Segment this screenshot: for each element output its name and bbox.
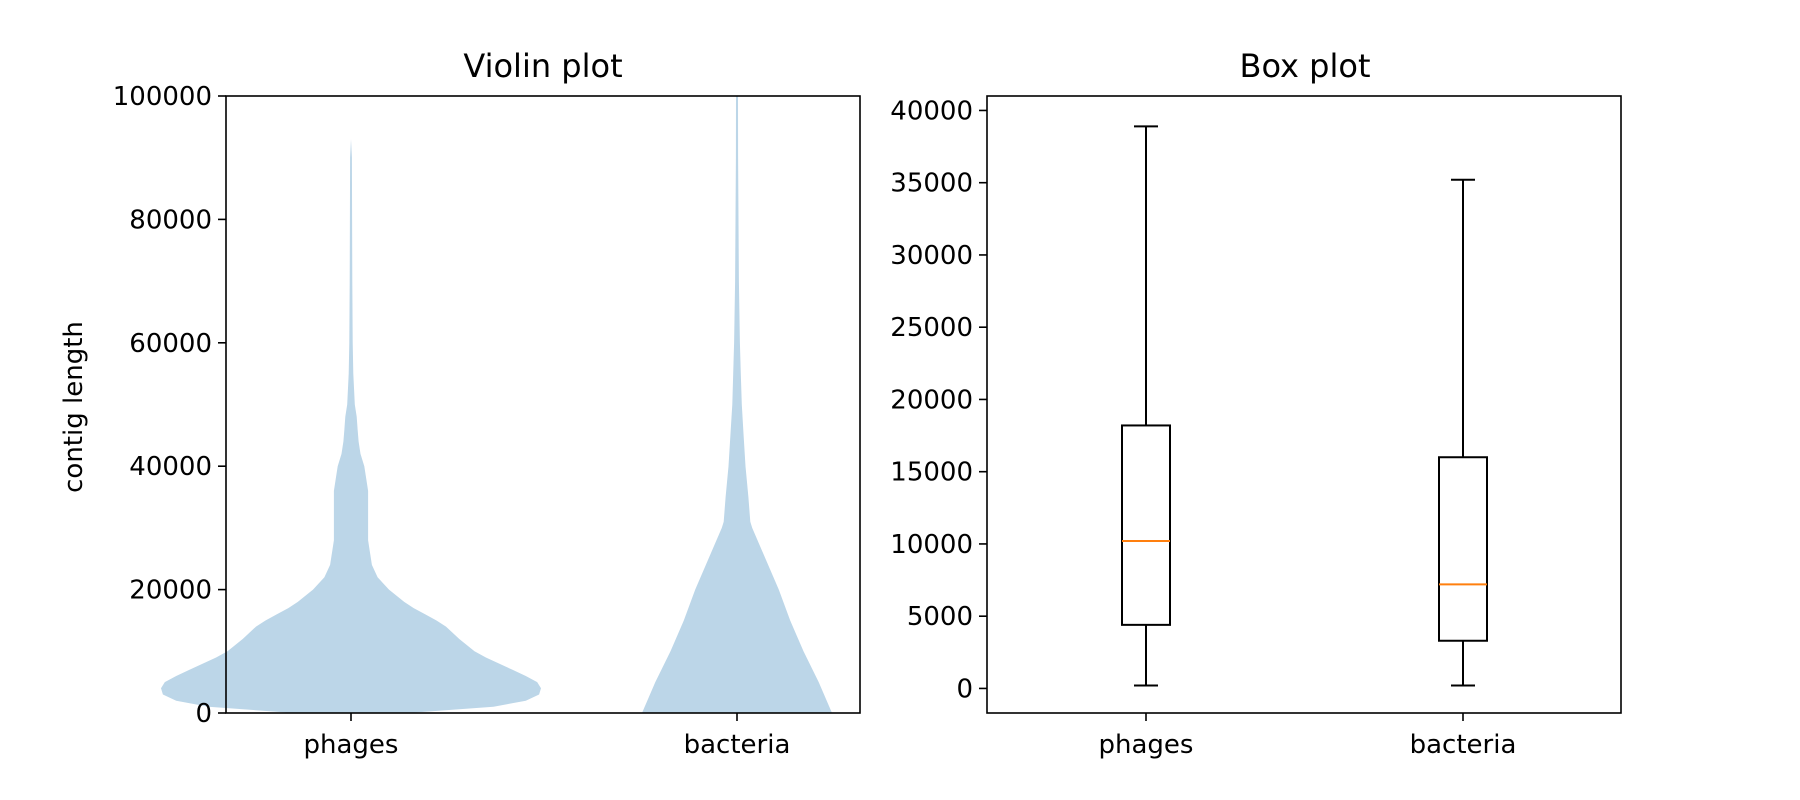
box-y-tick-label: 5000 bbox=[907, 602, 973, 632]
violin-axes-frame bbox=[225, 95, 861, 714]
box-x-ticks: phages bacteria bbox=[1099, 713, 1517, 760]
box-y-tick-label: 25000 bbox=[890, 313, 973, 343]
violin-y-tick-label: 40000 bbox=[129, 452, 212, 482]
box-axes-frame bbox=[986, 95, 1622, 714]
box-iqr-bacteria bbox=[1438, 456, 1488, 642]
violin-y-ticks: 0 20000 40000 60000 80000 100000 bbox=[113, 82, 226, 729]
box-iqr-phages bbox=[1121, 424, 1171, 626]
violin-x-ticks: phages bacteria bbox=[304, 713, 791, 760]
box-shapes bbox=[1121, 125, 1488, 687]
box-panel: Box plot 0 5000 10000 15000 20000 25000 30000 3… bbox=[890, 47, 1622, 760]
violin-panel: Violin plot contig length 0 20000 40000 600… bbox=[59, 47, 861, 760]
violin-y-tick-label: 80000 bbox=[129, 205, 212, 235]
violin-x-tick-label: bacteria bbox=[684, 730, 791, 760]
box-y-tick-label: 30000 bbox=[890, 241, 973, 271]
box-y-tick-label: 15000 bbox=[890, 458, 973, 488]
box-x-tick-label: bacteria bbox=[1410, 730, 1517, 760]
violin-x-tick-label: phages bbox=[304, 730, 399, 760]
violin-title: Violin plot bbox=[463, 47, 622, 85]
violin-y-tick-label: 20000 bbox=[129, 576, 212, 606]
box-y-tick-label: 10000 bbox=[890, 530, 973, 560]
box-title: Box plot bbox=[1240, 47, 1371, 85]
box-y-tick-label: 20000 bbox=[890, 385, 973, 415]
violin-y-tick-label: 0 bbox=[195, 699, 212, 729]
violin-body-phages bbox=[161, 139, 541, 713]
box-y-tick-label: 0 bbox=[956, 674, 973, 704]
violin-y-tick-label: 100000 bbox=[113, 82, 212, 112]
violin-y-tick-label: 60000 bbox=[129, 329, 212, 359]
box-y-ticks: 0 5000 10000 15000 20000 25000 30000 35000 40000 bbox=[890, 96, 987, 704]
box-y-tick-label: 35000 bbox=[890, 169, 973, 199]
box-y-tick-label: 40000 bbox=[890, 96, 973, 126]
violin-ylabel: contig length bbox=[59, 321, 89, 493]
box-x-tick-label: phages bbox=[1099, 730, 1194, 760]
violin-shapes bbox=[161, 96, 832, 713]
violin-body-bacteria bbox=[642, 96, 832, 713]
